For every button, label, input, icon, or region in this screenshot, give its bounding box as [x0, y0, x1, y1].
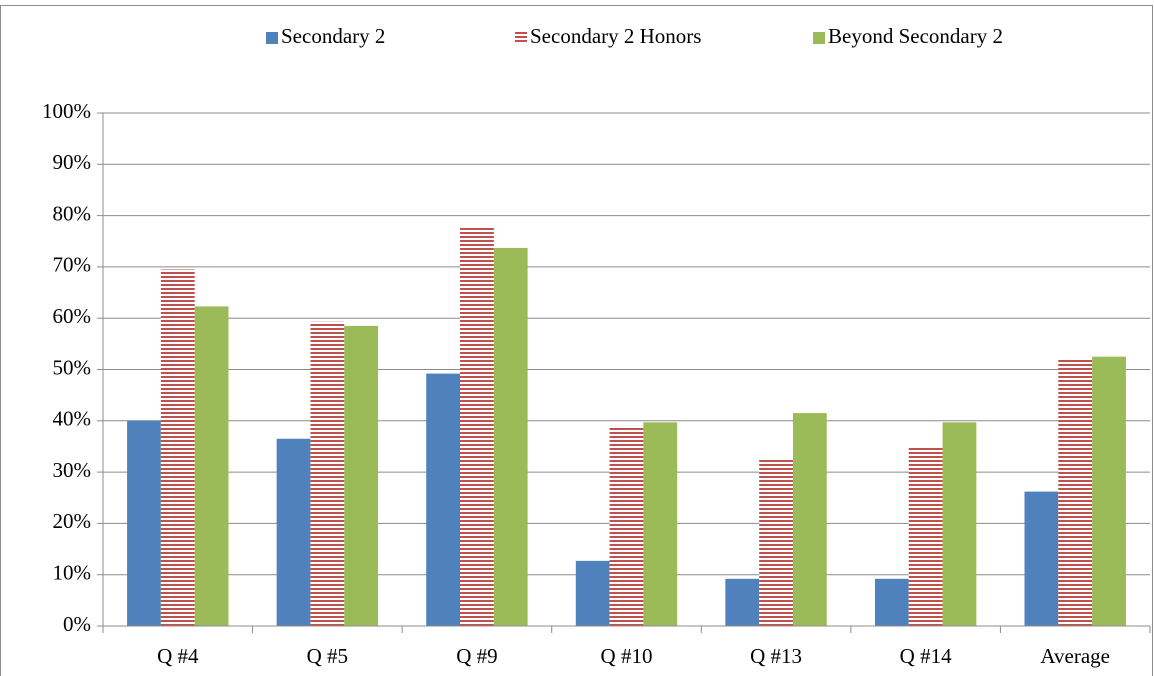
bar — [276, 438, 311, 626]
x-tick-label: Average — [1040, 644, 1110, 668]
y-tick-label: 60% — [53, 304, 92, 328]
bar — [792, 413, 827, 626]
bar — [759, 458, 793, 626]
bar — [460, 227, 494, 627]
y-tick-label: 90% — [53, 150, 92, 174]
y-tick-label: 80% — [53, 201, 92, 225]
legend-swatch — [813, 32, 825, 44]
x-tick-label: Q #14 — [900, 644, 952, 668]
y-tick-label: 0% — [63, 612, 91, 636]
bar — [725, 578, 760, 626]
bar — [310, 321, 345, 626]
y-tick-label: 70% — [53, 253, 92, 277]
bar — [127, 420, 161, 626]
bar — [908, 446, 943, 626]
legend-label: Beyond Secondary 2 — [828, 24, 1003, 48]
bar — [643, 422, 678, 626]
bar — [344, 325, 379, 626]
bar — [874, 578, 909, 626]
bar — [160, 269, 195, 626]
y-tick-label: 10% — [53, 561, 92, 585]
x-tick-label: Q #10 — [601, 644, 653, 668]
y-tick-label: 40% — [53, 407, 92, 431]
bar — [942, 422, 977, 626]
bar — [426, 373, 461, 626]
legend-label: Secondary 2 Honors — [530, 24, 701, 48]
bar — [194, 306, 229, 626]
bar — [1092, 356, 1126, 626]
y-tick-label: 20% — [53, 509, 92, 533]
bar — [1024, 491, 1059, 626]
y-tick-label: 50% — [53, 355, 92, 379]
x-tick-label: Q #13 — [750, 644, 802, 668]
legend-label: Secondary 2 — [281, 24, 385, 48]
bar — [609, 425, 644, 626]
legend-swatch — [266, 32, 278, 44]
x-tick-label: Q #4 — [157, 644, 199, 668]
x-tick-label: Q #9 — [456, 644, 497, 668]
y-tick-label: 30% — [53, 458, 92, 482]
legend-swatch — [515, 32, 527, 44]
y-tick-label: 100% — [42, 99, 91, 123]
bar — [1058, 358, 1093, 626]
bar — [493, 247, 528, 626]
bar — [575, 560, 610, 626]
x-tick-label: Q #5 — [307, 644, 348, 668]
